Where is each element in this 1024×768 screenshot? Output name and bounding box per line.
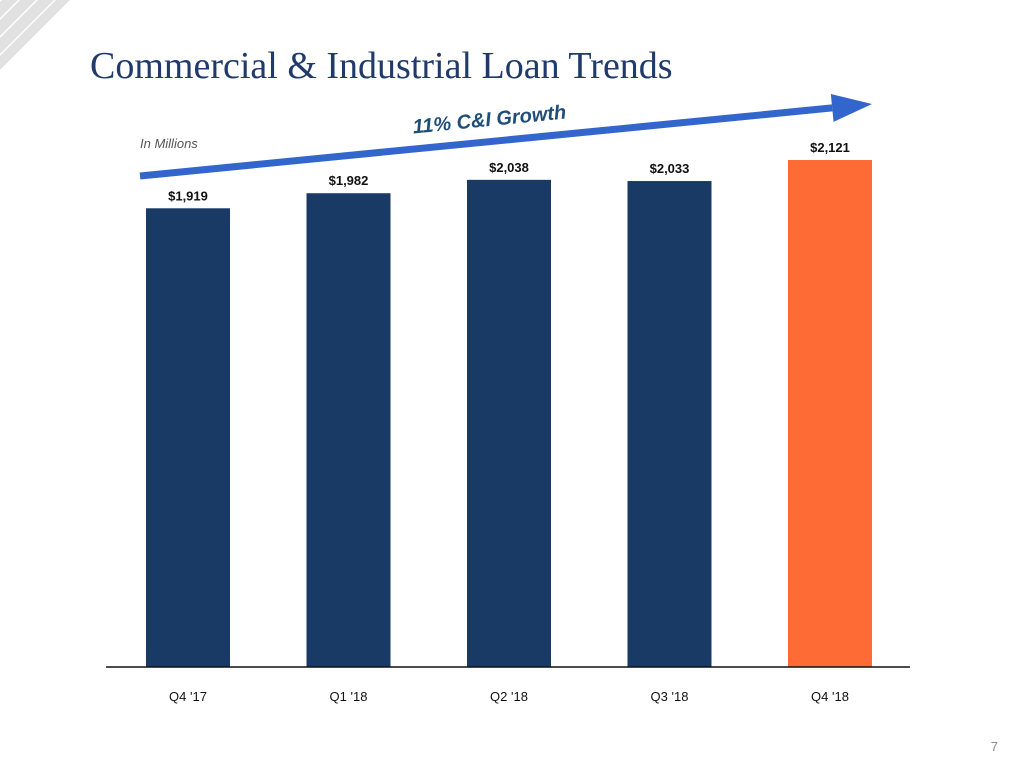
growth-arrow-head [830,93,872,122]
bar-value-labels: $1,919 $1,982 $2,038 $2,033 $2,121 [168,140,850,203]
units-note: In Millions [140,136,198,151]
x-axis-tick-labels: Q4 '17 Q1 '18 Q2 '18 Q3 '18 Q4 '18 [169,689,849,704]
bar-0 [146,208,230,668]
bar-2 [467,179,551,668]
bar-value-label-3: $2,033 [650,161,690,176]
x-tick-label-2: Q2 '18 [490,689,528,704]
bar-value-label-4: $2,121 [810,140,850,155]
x-tick-label-4: Q4 '18 [811,689,849,704]
bar-value-label-1: $1,982 [329,173,369,188]
bar-value-label-2: $2,038 [489,160,529,175]
x-tick-label-3: Q3 '18 [651,689,689,704]
bar-1 [306,193,391,667]
slide-title: Commercial & Industrial Loan Trends [90,45,673,87]
x-tick-label-0: Q4 '17 [169,689,207,704]
bars [146,160,872,668]
bar-3 [627,181,712,668]
page-number: 7 [990,739,998,754]
company-logo-icon [0,0,70,70]
x-tick-label-1: Q1 '18 [330,689,368,704]
bar-4 [788,160,872,667]
bar-value-label-0: $1,919 [168,188,208,203]
growth-arrow-shaft [139,104,833,180]
